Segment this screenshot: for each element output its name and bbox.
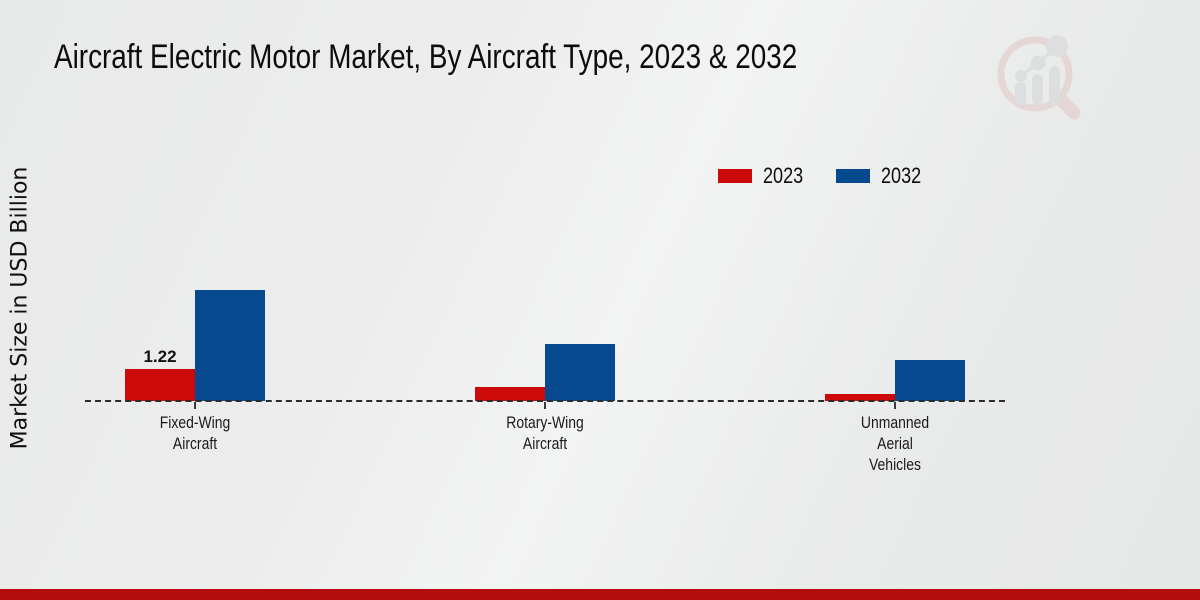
logo-dot-1	[1015, 70, 1027, 82]
bar-2023-unmanned-aerial-vehicles	[825, 394, 895, 401]
magnifier-ring	[997, 36, 1073, 112]
magnifier-handle	[1052, 91, 1081, 120]
legend-label-2032: 2032	[881, 163, 922, 188]
chart-legend: 2023 2032	[0, 163, 1200, 189]
footer-accent-bar	[0, 589, 1200, 600]
logo-bar-3	[1049, 66, 1060, 105]
category-label-fixed-wing-aircraft: Fixed-Wing Aircraft	[159, 413, 231, 453]
logo-dot-2	[1030, 55, 1046, 71]
legend-label-2023: 2023	[763, 163, 804, 188]
page-title-text: Aircraft Electric Motor Market, By Aircr…	[54, 38, 798, 76]
bar-2032-fixed-wing-aircraft	[195, 290, 265, 401]
x-axis-baseline	[85, 400, 1005, 402]
brand-watermark-icon	[997, 35, 1081, 120]
x-axis-tick-unmanned-aerial-vehicles	[894, 402, 896, 409]
bar-2023-fixed-wing-aircraft	[125, 369, 195, 401]
legend-swatch-2032	[836, 169, 870, 183]
bar-2032-unmanned-aerial-vehicles	[895, 360, 965, 401]
bar-2032-rotary-wing-aircraft	[545, 344, 615, 401]
logo-bar-1	[1015, 82, 1026, 105]
x-axis-tick-fixed-wing-aircraft	[194, 402, 196, 409]
logo-bar-2	[1032, 74, 1043, 105]
bar-2023-rotary-wing-aircraft	[475, 387, 545, 401]
legend-item-2023: 2023	[718, 163, 812, 189]
category-label-rotary-wing-aircraft: Rotary-Wing Aircraft	[506, 413, 584, 453]
page-title: Aircraft Electric Motor Market, By Aircr…	[54, 38, 960, 77]
x-axis-tick-rotary-wing-aircraft	[544, 402, 546, 409]
value-label-2023: 1.22	[143, 347, 177, 366]
logo-dot-3	[1046, 35, 1068, 57]
category-label-unmanned-aerial-vehicles: Unmanned Aerial Vehicles	[860, 413, 930, 474]
legend-swatch-2023	[718, 169, 752, 183]
legend-item-2032: 2032	[836, 163, 930, 189]
